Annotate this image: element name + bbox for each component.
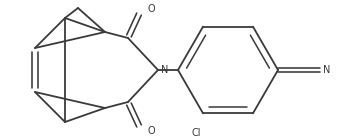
Text: O: O	[148, 126, 155, 136]
Text: Cl: Cl	[191, 128, 201, 138]
Text: N: N	[161, 65, 168, 75]
Text: O: O	[148, 4, 155, 14]
Text: N: N	[323, 65, 330, 75]
